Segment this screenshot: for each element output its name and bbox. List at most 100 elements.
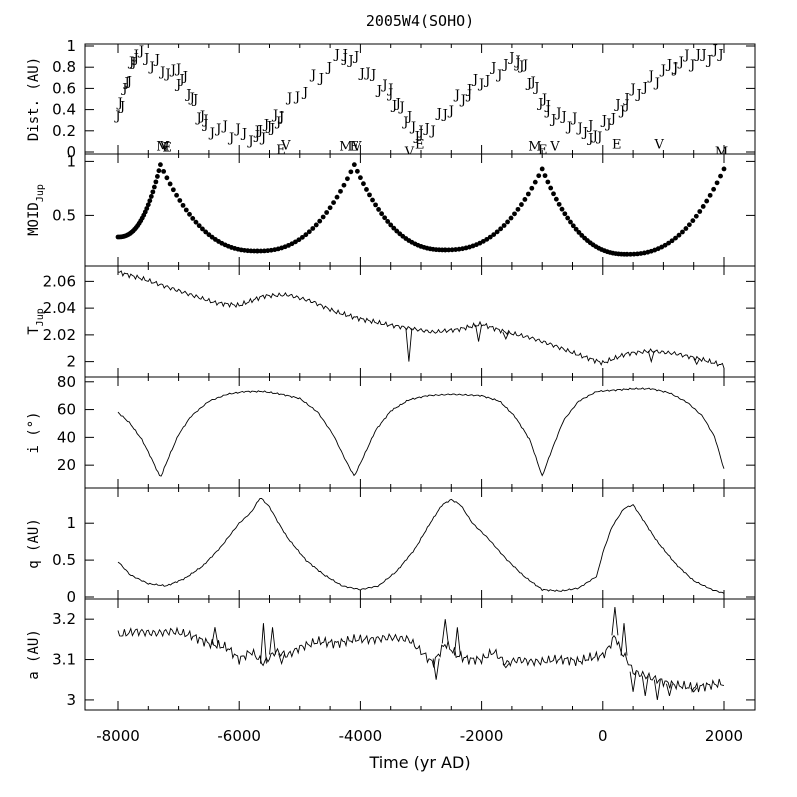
moid-point — [505, 219, 510, 225]
tjup-series-line — [117, 270, 725, 369]
y-tick-label: 0 — [66, 143, 76, 161]
planet-marker: E — [276, 143, 286, 158]
planet-marker: M — [715, 145, 728, 160]
moid-point — [697, 209, 703, 214]
j-marker: J — [309, 68, 316, 83]
moid-point — [144, 206, 150, 211]
planet-marker: M — [156, 140, 169, 155]
moid-point — [700, 204, 706, 209]
moid-point — [707, 192, 713, 198]
j-marker: J — [595, 130, 602, 145]
moid-point — [203, 229, 209, 235]
y-tick-label: 0.5 — [52, 551, 76, 569]
y-tick-label: 0.6 — [52, 79, 76, 97]
a-spike — [653, 679, 661, 700]
y-axis-label-main: MOID — [26, 202, 42, 236]
planet-marker: E — [415, 138, 425, 153]
j-marker: J — [184, 87, 191, 102]
j-marker: J — [333, 48, 340, 63]
a-spike — [259, 623, 267, 664]
j-marker: J — [549, 112, 556, 127]
y-axis-label-main: q (AU) — [26, 518, 42, 569]
j-marker: J — [429, 124, 436, 139]
moid-point — [562, 211, 568, 217]
a-spike — [211, 627, 219, 645]
moid-point — [680, 229, 685, 235]
j-marker: J — [158, 65, 165, 80]
planet-marker: V — [351, 140, 362, 155]
y-tick-label: 40 — [57, 428, 76, 446]
moid-point — [367, 192, 372, 198]
moid-point — [190, 215, 196, 221]
x-tick-label: 0 — [598, 727, 608, 745]
j-marker: J — [586, 119, 593, 134]
j-marker: J — [435, 107, 442, 122]
x-tick-label: -4000 — [339, 727, 383, 745]
moid-point — [187, 211, 192, 217]
j-marker: J — [177, 73, 184, 88]
moid-point — [536, 173, 542, 179]
y-axis-label: TJup — [26, 308, 46, 335]
y-tick-label: 1 — [66, 152, 76, 170]
y-tick-label: 3 — [66, 691, 76, 709]
j-marker: J — [471, 72, 478, 87]
tjup-spike — [475, 324, 483, 342]
moid-point — [170, 187, 176, 193]
j-marker: J — [560, 109, 567, 124]
j-marker: J — [246, 134, 253, 149]
j-marker: J — [565, 120, 572, 135]
j-marker: J — [635, 87, 642, 102]
j-marker: J — [113, 109, 120, 124]
a-spike — [269, 627, 276, 655]
y-tick-label: 0.5 — [52, 206, 76, 224]
y-tick-label: 80 — [57, 373, 76, 391]
j-marker: J — [125, 75, 132, 90]
j-marker: J — [397, 100, 404, 115]
moid-point — [261, 248, 267, 254]
a-spike — [502, 663, 510, 669]
y-tick-label: 2.04 — [43, 299, 76, 317]
planet-marker: V — [404, 145, 415, 160]
moid-point — [693, 213, 699, 219]
moid-point — [568, 219, 573, 225]
y-tick-label: 2.02 — [43, 326, 76, 344]
moid-point — [310, 226, 316, 231]
j-marker: J — [570, 111, 577, 126]
j-marker: J — [369, 68, 376, 83]
a-spike — [441, 619, 449, 644]
moid-point — [361, 181, 366, 187]
moid-point — [254, 248, 260, 254]
moid-point — [449, 247, 455, 253]
j-marker: J — [441, 108, 448, 123]
y-tick-label: 3.1 — [52, 651, 76, 669]
moid-point — [718, 173, 723, 179]
moid-point — [669, 238, 675, 244]
moid-point — [373, 202, 378, 208]
j-marker: J — [532, 81, 539, 96]
j-marker: J — [285, 91, 292, 106]
j-marker: J — [256, 124, 263, 139]
j-marker: J — [716, 47, 723, 62]
j-marker: J — [540, 92, 547, 107]
moid-point — [548, 185, 554, 191]
moid-point — [453, 247, 459, 252]
panel-tjup: 2 2.02 2.04 2.06 TJup — [26, 265, 756, 378]
plot-area — [115, 162, 727, 257]
moid-point — [545, 179, 551, 185]
j-marker: J — [641, 81, 648, 96]
moid-point — [391, 225, 397, 231]
moid-point — [358, 175, 363, 181]
a-spike — [690, 687, 698, 693]
moid-point — [331, 200, 336, 206]
j-marker: J — [375, 83, 382, 98]
y-axis-label: i (°) — [26, 411, 42, 453]
a-series-line — [117, 626, 725, 693]
moid-point — [501, 223, 507, 228]
moid-point — [206, 232, 212, 238]
moid-point — [167, 181, 173, 187]
j-marker: J — [447, 104, 454, 119]
x-axis-label: Time (yr AD) — [368, 753, 470, 772]
j-marker: J — [409, 120, 416, 135]
